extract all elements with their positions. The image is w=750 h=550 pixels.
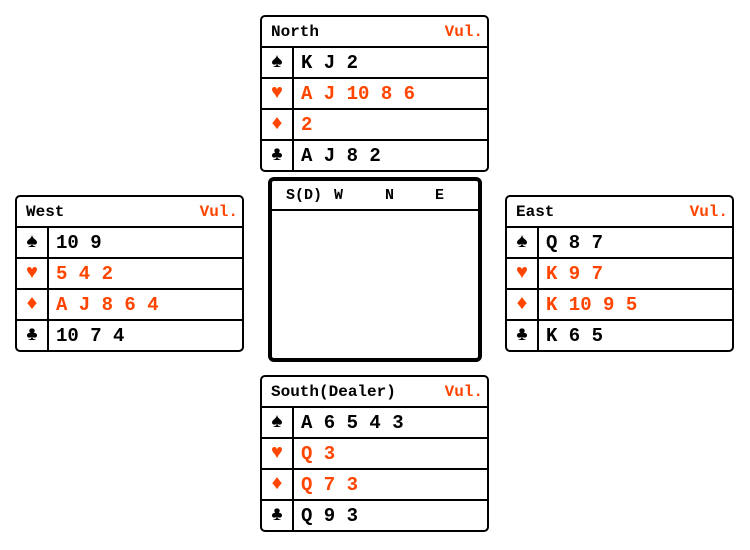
north-label: North (271, 22, 320, 41)
diamonds-cards: 2 (301, 113, 313, 136)
clubs-cards: Q 9 3 (301, 504, 359, 527)
hearts-cards: A J 10 8 6 (301, 82, 416, 105)
club-icon: ♣ (507, 321, 539, 350)
diamonds-cards: A J 8 6 4 (56, 293, 159, 316)
clubs-cards: A J 8 2 (301, 144, 381, 167)
club-icon: ♣ (262, 501, 294, 530)
diamond-icon: ♦ (17, 290, 49, 319)
west-hand: West Vul. ♠ 10 9 ♥ 5 4 2 ♦ A J 8 6 4 ♣ 10 7 4 (15, 195, 244, 352)
heart-icon: ♥ (262, 79, 294, 108)
diamond-icon: ♦ (262, 470, 294, 499)
clubs-cards: K 6 5 (546, 324, 604, 347)
south-hand: South(Dealer) Vul. ♠ A 6 5 4 3 ♥ Q 3 ♦ Q 7 3… (260, 375, 489, 532)
diamonds-cards: K 10 9 5 (546, 293, 638, 316)
auction-col-west: W (334, 186, 344, 204)
spade-icon: ♠ (507, 228, 539, 257)
spade-icon: ♠ (17, 228, 49, 257)
vulnerable-badge: Vul. (689, 202, 728, 221)
heart-icon: ♥ (262, 439, 294, 468)
diamonds-cards: Q 7 3 (301, 473, 359, 496)
heart-icon: ♥ (17, 259, 49, 288)
auction-col-south: S(D) (286, 186, 323, 204)
spade-icon: ♠ (262, 48, 294, 77)
heart-icon: ♥ (507, 259, 539, 288)
spades-cards: 10 9 (56, 231, 102, 254)
auction-col-east: E (435, 186, 445, 204)
hearts-cards: 5 4 2 (56, 262, 114, 285)
diamond-icon: ♦ (262, 110, 294, 139)
east-hand: East Vul. ♠ Q 8 7 ♥ K 9 7 ♦ K 10 9 5 ♣ K 6 5 (505, 195, 734, 352)
auction-header: S(D) W N E (272, 181, 478, 211)
spades-cards: Q 8 7 (546, 231, 604, 254)
spades-cards: A 6 5 4 3 (301, 411, 404, 434)
auction-col-north: N (385, 186, 395, 204)
south-label: South(Dealer) (271, 382, 396, 401)
spades-cards: K J 2 (301, 51, 359, 74)
club-icon: ♣ (262, 141, 294, 170)
hearts-cards: Q 3 (301, 442, 336, 465)
clubs-cards: 10 7 4 (56, 324, 125, 347)
north-hand: North Vul. ♠ K J 2 ♥ A J 10 8 6 ♦ 2 ♣ A J 8 2 (260, 15, 489, 172)
diamond-icon: ♦ (507, 290, 539, 319)
club-icon: ♣ (17, 321, 49, 350)
vulnerable-badge: Vul. (444, 382, 483, 401)
vulnerable-badge: Vul. (199, 202, 238, 221)
east-label: East (516, 202, 555, 221)
auction-box: S(D) W N E (268, 177, 482, 362)
vulnerable-badge: Vul. (444, 22, 483, 41)
hearts-cards: K 9 7 (546, 262, 604, 285)
west-label: West (26, 202, 65, 221)
spade-icon: ♠ (262, 408, 294, 437)
